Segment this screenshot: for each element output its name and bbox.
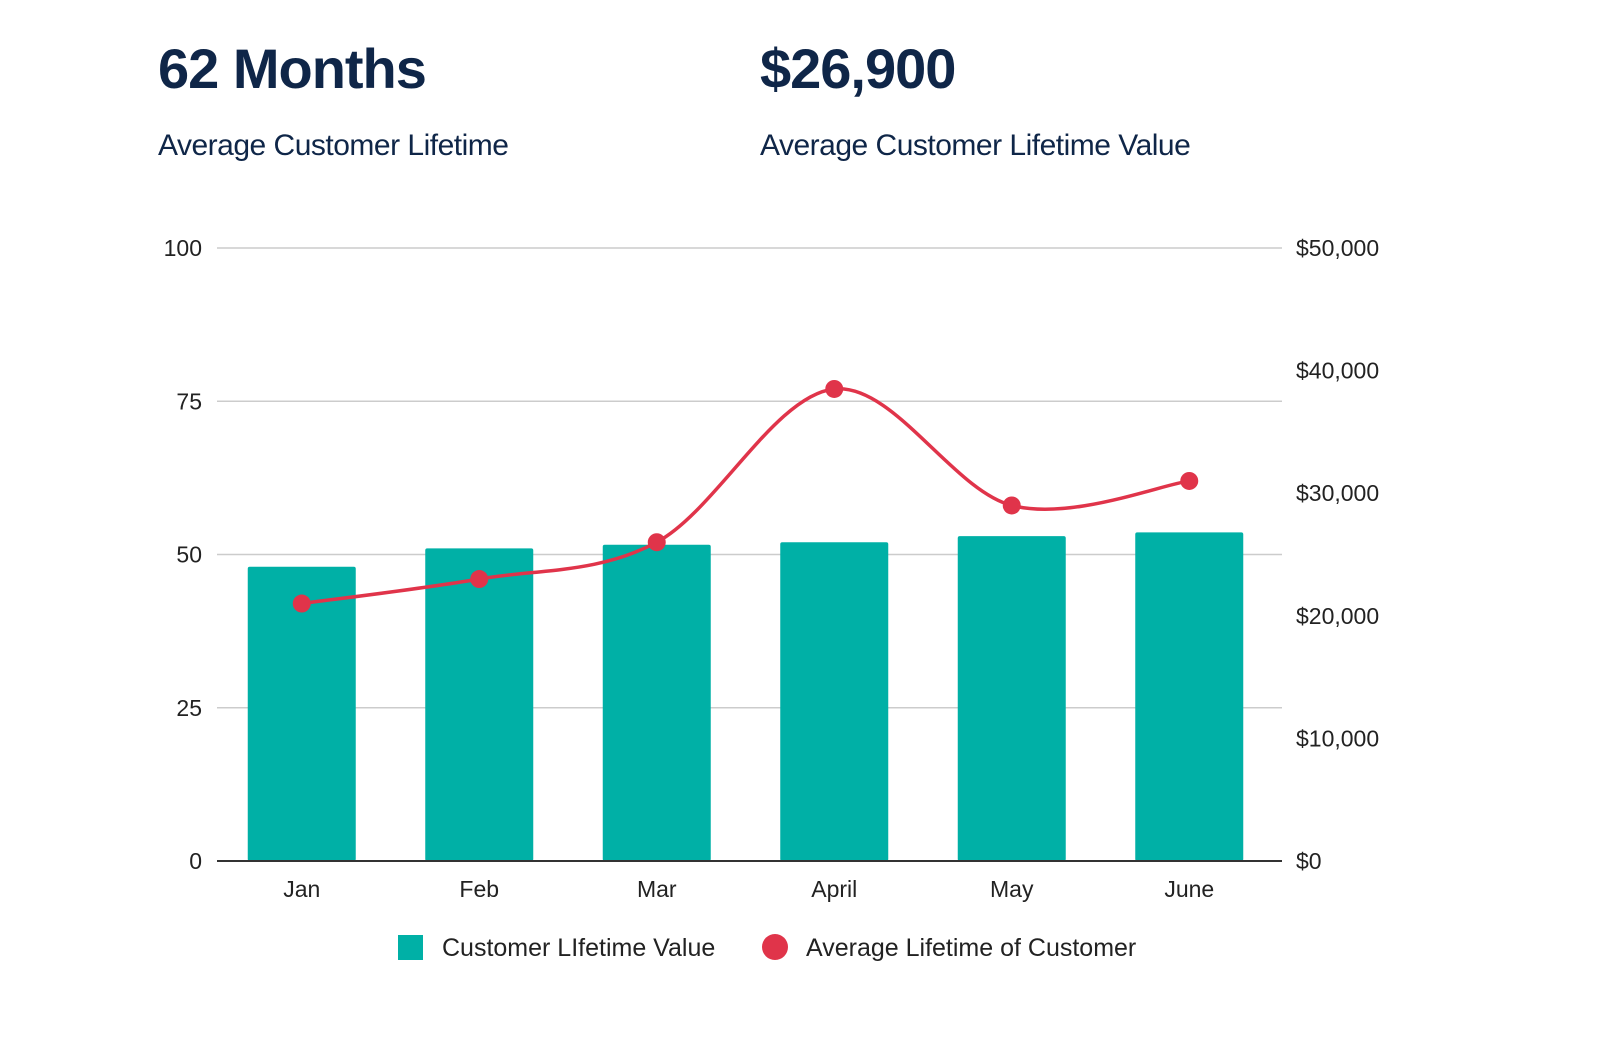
x-tick-label: Jan — [283, 876, 320, 902]
line-point-april — [825, 379, 844, 398]
left-tick-label: 50 — [176, 542, 202, 568]
kpi-lifetime: 62 Months Average Customer Lifetime — [158, 36, 509, 163]
x-tick-label: Feb — [459, 876, 499, 902]
line-point-jan — [292, 594, 311, 613]
legend-swatch-bars — [398, 935, 423, 960]
right-tick-label: $20,000 — [1296, 603, 1379, 629]
left-tick-label: 100 — [164, 235, 202, 261]
x-tick-label: Mar — [637, 876, 677, 902]
legend-swatch-line — [762, 934, 788, 960]
line-point-may — [1002, 496, 1021, 515]
bar-mar — [602, 544, 711, 861]
right-tick-label: $10,000 — [1296, 725, 1379, 751]
kpi-value: $26,900 — [760, 37, 956, 100]
bar-may — [957, 536, 1066, 861]
x-tick-label: April — [811, 876, 857, 902]
right-tick-label: $30,000 — [1296, 480, 1379, 506]
legend-label: Customer LIfetime Value — [442, 934, 715, 962]
left-tick-label: 0 — [189, 848, 202, 874]
line-point-mar — [647, 533, 666, 552]
line-point-june — [1180, 471, 1199, 490]
x-tick-label: May — [990, 876, 1034, 902]
bar-feb — [425, 548, 534, 861]
left-tick-label: 25 — [176, 695, 202, 721]
bar-june — [1135, 532, 1244, 861]
right-tick-label: $0 — [1296, 848, 1322, 874]
x-tick-label: June — [1164, 876, 1214, 902]
line-series — [301, 387, 1190, 606]
line-point-feb — [470, 570, 489, 589]
bar-jan — [247, 566, 356, 861]
kpi-lifetime-value: $26,900 Average Customer Lifetime Value — [760, 36, 1191, 163]
right-tick-label: $40,000 — [1296, 358, 1379, 384]
kpi-value: 62 Months — [158, 37, 427, 100]
left-tick-label: 75 — [176, 388, 202, 414]
legend-label: Average Lifetime of Customer — [806, 934, 1136, 962]
kpi-label: Average Customer Lifetime Value — [760, 129, 1191, 162]
right-tick-label: $50,000 — [1296, 235, 1379, 261]
bar-april — [780, 542, 889, 861]
kpi-label: Average Customer Lifetime — [158, 129, 509, 162]
